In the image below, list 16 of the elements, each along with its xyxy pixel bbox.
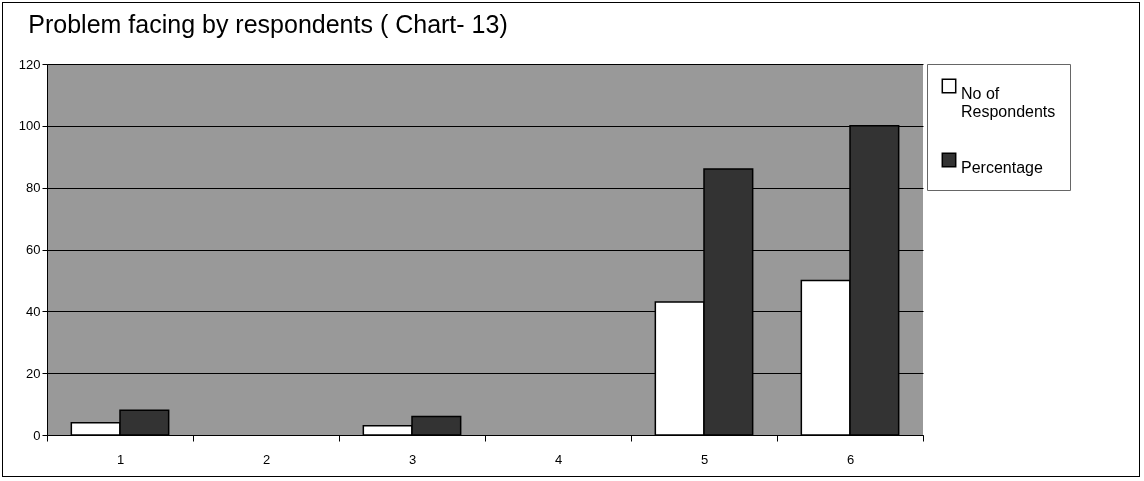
x-tick-label: 5 <box>700 451 709 467</box>
y-tick-label: 40 <box>26 303 41 319</box>
x-tick-label: 3 <box>408 451 417 467</box>
y-tick-label: 100 <box>18 118 41 134</box>
y-tick-label: 0 <box>33 427 41 443</box>
legend-label: Percentage <box>961 159 1043 176</box>
x-tick-label: 6 <box>846 451 855 467</box>
y-tick-label: 20 <box>26 365 41 381</box>
x-tick-label: 1 <box>116 451 125 467</box>
x-tick-label: 2 <box>262 451 271 467</box>
y-tick-label: 80 <box>26 180 41 196</box>
x-tick-label: 4 <box>554 451 563 467</box>
y-tick-label: 60 <box>26 242 41 257</box>
chart-title: Problem facing by respondents ( Chart- 13) <box>28 10 508 38</box>
legend-label: No of Respondents <box>961 85 1056 120</box>
y-tick-label: 120 <box>18 56 41 72</box>
